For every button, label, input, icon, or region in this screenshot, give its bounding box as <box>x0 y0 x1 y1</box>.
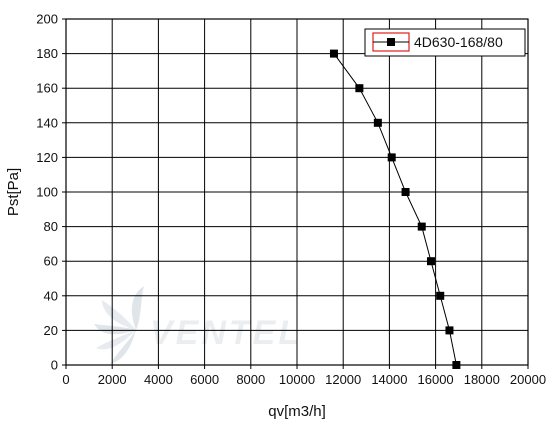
data-point <box>355 84 364 93</box>
x-tick-label: 20000 <box>510 372 546 387</box>
x-tick-label: 12000 <box>325 372 361 387</box>
data-point <box>426 257 435 266</box>
y-tick-label: 180 <box>36 46 58 61</box>
x-tick-label: 4000 <box>144 372 173 387</box>
y-tick-label: 60 <box>44 254 58 269</box>
y-tick-label: 200 <box>36 12 58 27</box>
legend: 4D630-168/80 <box>364 28 526 57</box>
fan-logo-icon <box>94 286 144 364</box>
y-tick-label: 100 <box>36 185 58 200</box>
data-point <box>329 49 338 58</box>
x-tick-label: 10000 <box>279 372 315 387</box>
y-tick-label: 40 <box>44 288 58 303</box>
x-tick-labels: 0 2000 4000 6000 8000 10000 12000 14000 16000 180… <box>62 372 546 387</box>
series <box>329 49 461 369</box>
plot-frame <box>65 18 529 366</box>
data-point <box>401 188 410 196</box>
y-tick-labels: 0 20 40 60 80 100 120 140 160 180 200 <box>36 12 58 373</box>
x-tick-label: 2000 <box>98 372 127 387</box>
data-point <box>417 222 426 231</box>
data-point <box>387 153 396 162</box>
data-point <box>452 361 461 369</box>
legend-marker-icon <box>387 38 395 46</box>
y-tick-label: 160 <box>36 81 58 96</box>
series-line <box>333 53 457 366</box>
x-tick-label: 6000 <box>190 372 219 387</box>
data-point <box>445 326 454 335</box>
y-tick-label: 20 <box>44 323 58 338</box>
y-tick-label: 120 <box>36 150 58 165</box>
x-tick-label: 14000 <box>371 372 407 387</box>
data-point <box>373 118 382 127</box>
y-axis-title: Pst[Pa] <box>5 168 22 216</box>
y-tick-label: 0 <box>51 358 58 373</box>
x-tick-label: 16000 <box>418 372 454 387</box>
x-tick-label: 18000 <box>464 372 500 387</box>
x-axis-title: qv[m3/h] <box>268 403 326 420</box>
y-tick-label: 80 <box>44 219 58 234</box>
data-point <box>436 291 445 300</box>
watermark-text: VENTEL <box>150 314 302 352</box>
legend-label: 4D630-168/80 <box>414 34 503 50</box>
y-tick-label: 140 <box>36 115 58 130</box>
x-tick-label: 8000 <box>236 372 265 387</box>
x-tick-label: 0 <box>62 372 69 387</box>
watermark-logo: VENTEL <box>94 286 302 364</box>
